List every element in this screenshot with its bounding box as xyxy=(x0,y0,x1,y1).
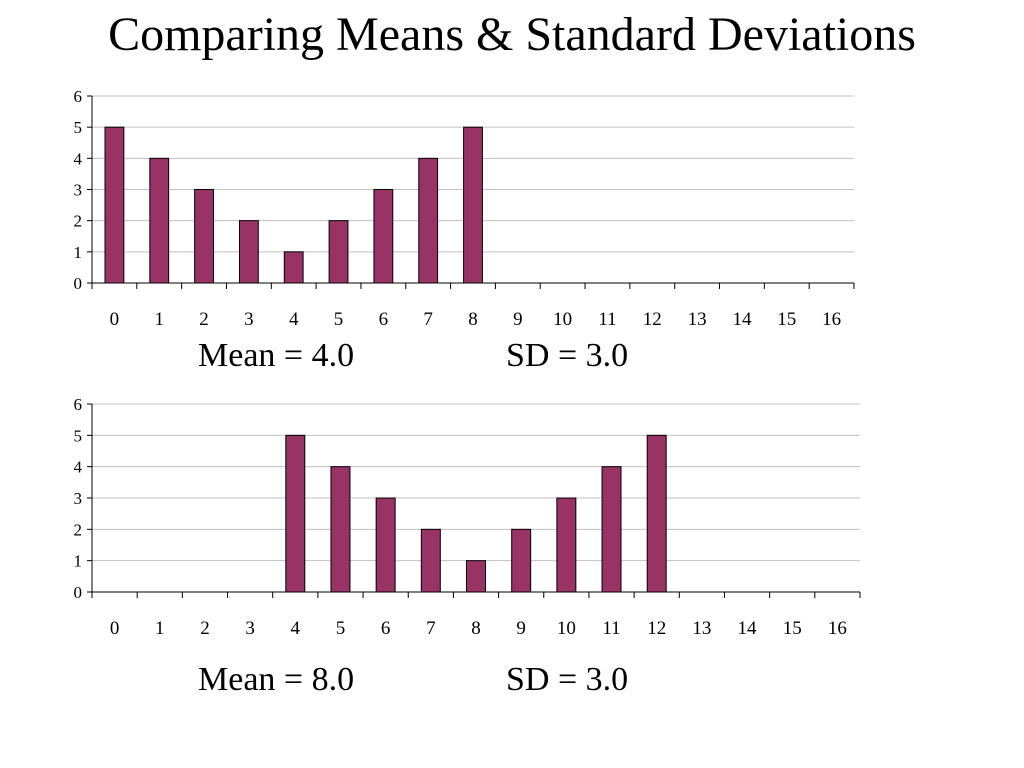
sd-label-1: SD = 3.0 xyxy=(506,337,629,374)
x-tick-label: 8 xyxy=(471,618,481,639)
x-tick-label: 13 xyxy=(688,309,707,330)
bar xyxy=(283,251,304,284)
y-tick-label: 3 xyxy=(74,181,83,200)
bar xyxy=(328,220,349,284)
x-tick-label: 0 xyxy=(110,309,120,330)
mean-label-2: Mean = 8.0 xyxy=(198,661,355,698)
x-tick-label: 4 xyxy=(289,309,299,330)
y-tick-label: 5 xyxy=(74,118,83,137)
x-tick-label: 15 xyxy=(783,618,802,639)
x-tick-label: 16 xyxy=(828,618,847,639)
sd-label-2: SD = 3.0 xyxy=(506,661,629,698)
x-tick-label: 14 xyxy=(732,309,752,330)
bar xyxy=(466,560,486,593)
y-tick-label: 3 xyxy=(74,489,83,508)
x-tick-label: 1 xyxy=(155,618,165,639)
bar xyxy=(194,189,214,284)
y-tick-label: 4 xyxy=(74,149,83,168)
x-tick-label: 10 xyxy=(557,618,576,639)
x-tick-label: 6 xyxy=(381,618,391,639)
x-tick-label: 1 xyxy=(154,309,164,330)
bar xyxy=(601,466,622,593)
y-tick-label: 1 xyxy=(74,552,83,571)
x-tick-label: 11 xyxy=(598,309,616,330)
x-tick-label: 5 xyxy=(336,618,346,639)
bar xyxy=(373,189,394,284)
x-tick-label: 15 xyxy=(777,309,796,330)
bar xyxy=(149,157,170,284)
x-tick-label: 16 xyxy=(822,309,841,330)
x-tick-label: 2 xyxy=(199,309,209,330)
x-tick-label: 12 xyxy=(643,309,662,330)
bar xyxy=(463,126,483,284)
bar xyxy=(104,126,125,284)
y-tick-label: 0 xyxy=(74,274,83,293)
bar xyxy=(646,434,667,593)
x-tick-label: 10 xyxy=(553,309,572,330)
x-tick-label: 0 xyxy=(110,618,120,639)
y-tick-label: 6 xyxy=(74,395,83,414)
x-tick-label: 8 xyxy=(468,309,478,330)
y-tick-label: 2 xyxy=(74,520,83,539)
bar xyxy=(375,497,396,593)
x-tick-label: 3 xyxy=(245,618,255,639)
x-tick-label: 3 xyxy=(244,309,254,330)
mean-label-1: Mean = 4.0 xyxy=(198,337,355,374)
x-tick-label: 6 xyxy=(379,309,389,330)
bar xyxy=(330,466,351,593)
y-tick-label: 1 xyxy=(74,243,83,262)
bar xyxy=(285,434,306,593)
x-tick-label: 7 xyxy=(423,309,433,330)
x-tick-label: 9 xyxy=(513,309,523,330)
y-tick-label: 5 xyxy=(74,426,83,445)
bar xyxy=(420,528,441,593)
bar xyxy=(418,157,439,284)
y-tick-label: 0 xyxy=(74,583,83,602)
x-tick-label: 5 xyxy=(334,309,344,330)
x-tick-label: 2 xyxy=(200,618,210,639)
y-tick-label: 4 xyxy=(74,458,83,477)
x-tick-label: 7 xyxy=(426,618,436,639)
y-tick-label: 6 xyxy=(74,87,83,106)
x-tick-label: 11 xyxy=(602,618,620,639)
y-tick-label: 2 xyxy=(74,212,83,231)
x-tick-label: 4 xyxy=(291,618,301,639)
x-tick-label: 9 xyxy=(516,618,526,639)
x-tick-label: 14 xyxy=(738,618,758,639)
bar xyxy=(556,497,577,593)
x-tick-label: 12 xyxy=(647,618,666,639)
x-tick-label: 13 xyxy=(692,618,711,639)
bar xyxy=(511,528,532,593)
slide-title: Comparing Means & Standard Deviations xyxy=(108,8,916,61)
bar xyxy=(238,220,259,284)
